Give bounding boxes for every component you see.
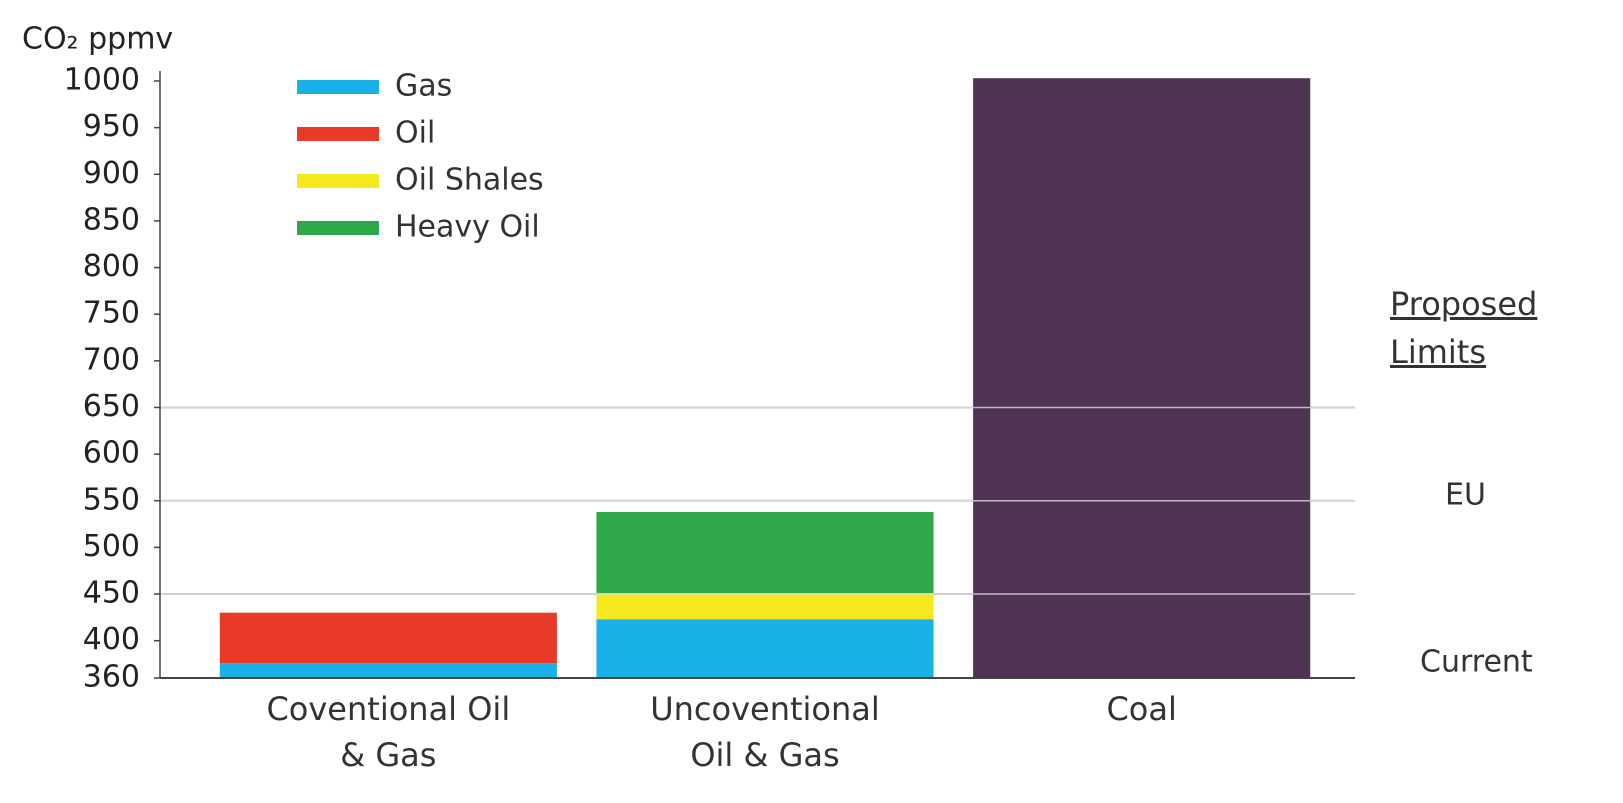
legend-label: Oil Shales [395, 163, 544, 198]
y-tick-label: 360 [83, 660, 140, 695]
bar-segment [973, 78, 1311, 679]
legend-label: Oil [395, 116, 435, 151]
y-tick-label: 650 [83, 389, 140, 424]
bar-segment [219, 663, 557, 678]
legend-label: Heavy Oil [395, 210, 540, 245]
bar-segment [596, 511, 934, 594]
legend-swatch [297, 80, 379, 94]
limits-title: Proposed Limits [1390, 285, 1538, 371]
y-tick-label: 850 [83, 202, 140, 237]
legend-swatch [297, 174, 379, 188]
y-tick-label: 600 [83, 436, 140, 471]
y-tick-label: 700 [83, 342, 140, 377]
reference-label: EU [1445, 477, 1486, 512]
y-axis-label: CO₂ ppmv [22, 22, 173, 57]
bar-segment [596, 593, 934, 620]
x-tick-label: Coal [1106, 690, 1177, 728]
y-tick-label: 1000 [64, 63, 140, 98]
reference-label: Current [1420, 645, 1533, 680]
bar-segment [219, 612, 557, 664]
y-tick-label: 800 [83, 249, 140, 284]
legend-swatch [297, 127, 379, 141]
bar-segment [596, 619, 934, 678]
x-tick-label: Coventional Oil & Gas [266, 690, 511, 774]
y-tick-label: 500 [83, 529, 140, 564]
y-tick-label: 750 [83, 296, 140, 331]
legend-label: Gas [395, 69, 452, 104]
y-tick-label: 950 [83, 109, 140, 144]
y-tick-label: 400 [83, 622, 140, 657]
y-tick-label: 450 [83, 576, 140, 611]
y-tick-label: 900 [83, 156, 140, 191]
x-tick-label: Uncoventional Oil & Gas [650, 690, 880, 774]
legend-swatch [297, 221, 379, 235]
y-tick-label: 550 [83, 482, 140, 517]
